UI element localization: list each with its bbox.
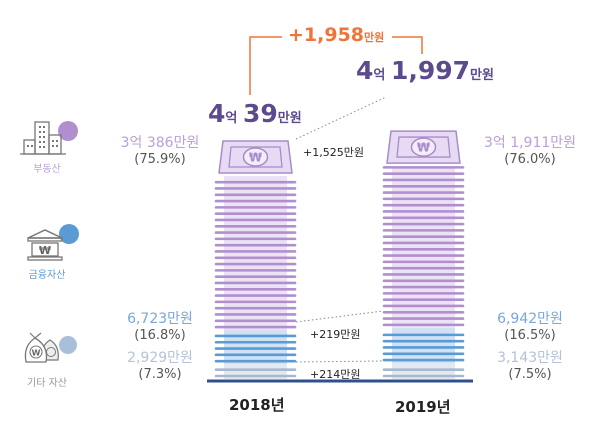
bar-segment-bg-1-1 [392,327,455,364]
value-label-financial-2018: 6,723만원 [127,311,193,327]
bank-icon: ₩ [27,224,79,261]
building-icon [20,121,78,155]
connector-real-estate [295,310,384,323]
connectors [295,96,387,363]
bracket-left [249,36,282,95]
pct-label-real-estate-2018: (75.9%) [134,152,186,167]
pct-label-financial-2018: (16.8%) [134,328,186,343]
connector-total [295,96,387,140]
svg-text:W: W [32,349,41,358]
bar-segment-bg-0-1 [392,166,455,328]
total-2018-unit: 만원 [277,111,302,126]
total-change-bracket [249,36,423,95]
total-label-2019: 4억 1,997만원 [356,56,494,85]
won-bill-coin [242,147,269,167]
total-2019-main: 4 [356,56,374,85]
x-tick-2018: 2018년 [229,396,285,414]
pct-label-financial-2019: (16.5%) [504,328,556,343]
change-label-real-estate: +1,525만원 [303,146,364,159]
won-bill-inner [228,146,283,168]
svg-text:₩: ₩ [39,244,51,257]
total-change-label: +1,958만원 [288,24,384,46]
x-tick-2019: 2019년 [395,398,451,416]
won-bill-coin [410,137,437,157]
connector-financial [295,360,384,363]
won-symbol: ₩ [417,141,431,155]
total-2019-num: 1,997 [390,56,471,85]
change-label-other: +214만원 [310,368,361,381]
pct-label-real-estate-2019: (76.0%) [504,152,556,167]
total-change-unit: 만원 [364,31,385,44]
money-bag-icon: W [24,332,77,363]
total-2018-eok: 억 [225,111,238,126]
bars: ₩₩ [214,130,465,379]
total-2019-eok: 억 [373,68,386,83]
pct-label-other-2018: (7.3%) [138,367,182,382]
total-label-2018: 4억 39만원 [208,99,302,128]
bracket-right [392,36,423,54]
value-label-other-2019: 3,143만원 [497,350,563,366]
won-bill-inner [396,136,451,158]
change-label-financial: +219만원 [310,328,361,341]
value-label-other-2018: 2,929만원 [127,350,193,366]
category-label-real-estate: 부동산 [33,164,61,175]
value-label-financial-2019: 6,942만원 [497,311,563,327]
value-label-real-estate-2018: 3억 386만원 [120,135,200,151]
pct-label-other-2019: (7.5%) [508,367,552,382]
category-label-other: 기타 자산 [27,378,67,389]
total-2018-main: 4 [208,99,226,128]
total-change-num: +1,958 [288,24,365,46]
total-2018-num: 39 [242,99,278,128]
category-label-financial: 금융자산 [28,270,66,281]
total-2019-unit: 만원 [470,68,494,83]
value-label-real-estate-2019: 3억 1,911만원 [483,135,577,151]
won-symbol: ₩ [249,151,263,165]
